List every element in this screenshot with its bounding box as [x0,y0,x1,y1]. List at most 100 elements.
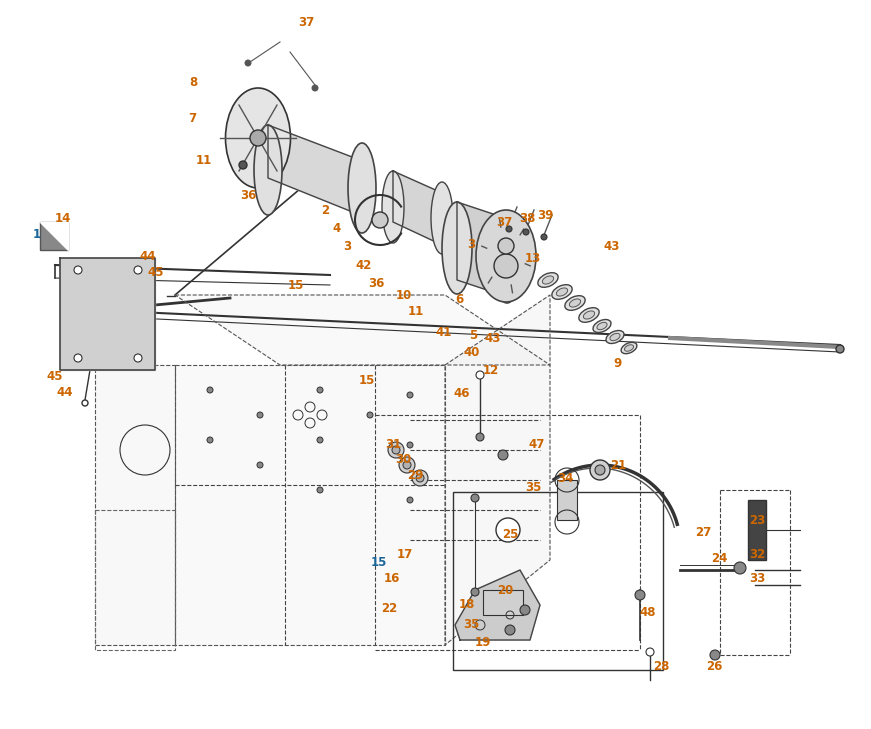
Text: 10: 10 [396,289,412,302]
Text: 48: 48 [640,606,656,618]
Text: 11: 11 [196,154,213,166]
Text: 17: 17 [397,548,413,561]
Bar [557,480,577,520]
Circle shape [471,588,479,596]
Bar [40,222,68,250]
Circle shape [372,212,388,228]
Circle shape [471,494,479,502]
Circle shape [74,266,82,274]
Circle shape [836,345,844,353]
Polygon shape [457,202,505,296]
Circle shape [312,85,318,91]
Circle shape [541,234,547,240]
Circle shape [74,354,82,362]
Text: 37: 37 [496,216,512,228]
Circle shape [257,462,263,468]
Text: 19: 19 [475,636,491,650]
Text: 21: 21 [610,459,626,472]
Circle shape [710,650,720,660]
Circle shape [388,442,404,458]
Text: 23: 23 [749,513,765,526]
Text: 2: 2 [321,203,329,217]
Ellipse shape [543,276,554,284]
Circle shape [476,433,484,441]
Text: 3: 3 [343,240,351,252]
Circle shape [403,461,411,469]
Circle shape [496,518,520,542]
Text: 43: 43 [604,240,620,252]
Circle shape [407,392,413,398]
Circle shape [207,387,213,393]
Circle shape [392,446,400,454]
Polygon shape [393,171,440,244]
Ellipse shape [492,211,522,303]
Text: 22: 22 [381,601,397,615]
Text: 11: 11 [408,305,424,318]
Circle shape [523,229,529,235]
Text: 20: 20 [496,583,513,596]
Ellipse shape [570,299,581,307]
Text: 8: 8 [189,76,197,88]
Circle shape [207,437,213,443]
Text: 31: 31 [385,437,402,451]
Circle shape [494,254,518,278]
Text: 42: 42 [356,259,372,271]
Text: 16: 16 [384,572,400,585]
Circle shape [239,161,247,169]
Circle shape [734,562,746,574]
Text: 15: 15 [287,278,304,292]
Ellipse shape [621,343,637,354]
Ellipse shape [557,288,568,296]
Polygon shape [60,258,155,370]
Circle shape [82,400,88,406]
Circle shape [506,226,512,232]
Ellipse shape [382,171,404,243]
Circle shape [520,605,530,615]
Circle shape [245,60,251,66]
Text: 5: 5 [469,329,477,341]
Text: 40: 40 [464,346,480,359]
Circle shape [416,474,424,482]
Text: 13: 13 [525,252,541,265]
Circle shape [505,625,515,635]
Text: 34: 34 [557,472,573,485]
Text: 45: 45 [47,370,64,383]
Text: 46: 46 [454,386,470,399]
Text: 26: 26 [706,660,722,674]
Text: 18: 18 [459,599,476,612]
Circle shape [399,457,415,473]
Text: 12: 12 [483,364,499,376]
Text: 9: 9 [613,356,621,370]
Circle shape [367,412,373,418]
Text: 24: 24 [711,553,727,566]
Circle shape [412,470,428,486]
Circle shape [498,450,508,460]
Ellipse shape [584,311,595,319]
Text: 44: 44 [57,386,73,399]
Circle shape [317,437,323,443]
Circle shape [257,412,263,418]
Text: 15: 15 [371,556,388,569]
Text: 36: 36 [368,276,384,289]
Polygon shape [175,365,445,645]
Text: 45: 45 [148,265,165,278]
Circle shape [635,590,645,600]
Circle shape [407,442,413,448]
Ellipse shape [625,345,633,351]
Circle shape [646,648,654,656]
Polygon shape [268,125,360,215]
Polygon shape [40,222,68,250]
Text: 14: 14 [55,211,71,225]
Text: 6: 6 [455,292,463,305]
Ellipse shape [593,319,611,332]
Ellipse shape [431,182,453,254]
Text: 35: 35 [463,618,479,631]
Text: 28: 28 [652,660,669,674]
Circle shape [317,387,323,393]
Bar [748,500,766,560]
Circle shape [317,487,323,493]
Text: 1: 1 [33,227,41,241]
Text: 15: 15 [359,373,375,386]
Circle shape [250,130,266,146]
Circle shape [407,497,413,503]
